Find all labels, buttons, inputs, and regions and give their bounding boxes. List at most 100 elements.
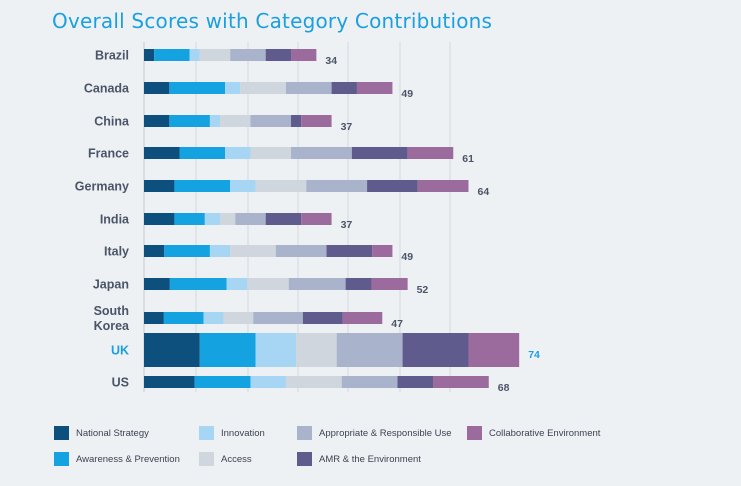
bar-segment [163,312,204,324]
bar-segment [285,376,342,388]
legend: National Strategy Innovation Appropriate &… [54,426,734,476]
bar-segment [291,147,352,159]
bar-segment [174,180,231,192]
bar-segment [265,49,292,61]
bar-segment [356,82,393,94]
bar-segment [288,278,346,290]
bar-segment [296,333,337,367]
bar-segment [220,213,236,225]
bar-segment [402,333,469,367]
bar-segment [468,333,520,367]
bar-segment [144,278,170,290]
bar-segment [265,213,302,225]
bar-segment [250,147,292,159]
labels: Brazil 34 Canada 49 China 37 France 61 Germany 64… [75,49,540,395]
bar-segment [230,180,256,192]
bar-segment [230,49,266,61]
legend-swatch [199,452,214,466]
bar-segment [367,180,418,192]
legend-item: Access [199,452,252,466]
bar-segment [255,333,297,367]
bar-segment [253,312,303,324]
category-label: South Korea [94,304,130,333]
bar-segment [144,333,200,367]
legend-label: AMR & the Environment [319,453,421,465]
bar-segment [169,82,226,94]
bar-segment [169,115,210,127]
legend-item: Collaborative Environment [467,426,600,440]
legend-item: Appropriate & Responsible Use [297,426,452,440]
bar-segment [285,82,332,94]
total-value-label: 61 [462,153,474,165]
bar-segment [199,49,231,61]
total-value-label: 64 [478,186,490,198]
bar-segment [351,147,408,159]
bar-segment [169,278,227,290]
bar-segment [336,333,403,367]
category-label: UK [111,344,129,358]
legend-label: National Strategy [76,427,149,439]
bar-segment [432,376,489,388]
bar-segment [407,147,454,159]
bar-segment [250,115,292,127]
total-value-label: 37 [341,121,353,133]
total-value-label: 34 [325,55,337,67]
bar-segment [144,213,175,225]
bar-segment [203,312,224,324]
category-label: US [112,376,129,390]
bars [144,49,520,388]
bar-segment [291,115,302,127]
bar-segment [275,245,327,257]
bar-segment [144,147,180,159]
bar-segment [174,213,205,225]
bar-segment [223,312,254,324]
bar-segment [240,82,286,94]
bar-segment [302,312,343,324]
bar-segment [179,147,226,159]
total-value-label: 49 [401,251,413,263]
bar-segment [209,245,231,257]
bar-segment [301,115,332,127]
bar-segment [301,213,332,225]
category-label: Japan [93,278,129,292]
bar-segment [204,213,221,225]
bar-segment [331,82,357,94]
bar-segment [144,376,195,388]
category-label: Germany [75,180,129,194]
total-value-label: 52 [417,284,429,296]
bar-segment [372,245,393,257]
category-label: Italy [104,245,129,259]
bar-segment [144,82,170,94]
bar-segment [417,180,469,192]
bar-segment [230,245,276,257]
bar-segment [326,245,373,257]
legend-label: Appropriate & Responsible Use [319,427,452,439]
legend-label: Access [221,453,252,465]
legend-swatch [467,426,482,440]
bar-segment [199,333,256,367]
category-label: China [94,115,130,129]
category-label: India [100,213,130,227]
chart-title: Overall Scores with Category Contributio… [52,9,493,33]
legend-swatch [54,452,69,466]
bar-segment [345,278,372,290]
legend-label: Collaborative Environment [489,427,601,439]
total-value-label: 68 [498,382,510,394]
bar-segment [371,278,408,290]
bar-segment [189,49,200,61]
bar-segment [144,180,175,192]
legend-item: National Strategy [54,426,149,440]
bar-segment [291,49,317,61]
legend-label: Innovation [221,427,265,439]
bar-segment [225,82,241,94]
category-label: Brazil [95,49,129,63]
bar-segment [342,312,383,324]
legend-item: Innovation [199,426,265,440]
bar-segment [220,115,251,127]
stacked-bar-chart: Brazil 34 Canada 49 China 37 France 61 Germany 64… [75,42,540,395]
bar-segment [144,49,155,61]
bar-segment [397,376,433,388]
bar-segment [247,278,289,290]
bar-segment [226,278,248,290]
bar-segment [341,376,398,388]
